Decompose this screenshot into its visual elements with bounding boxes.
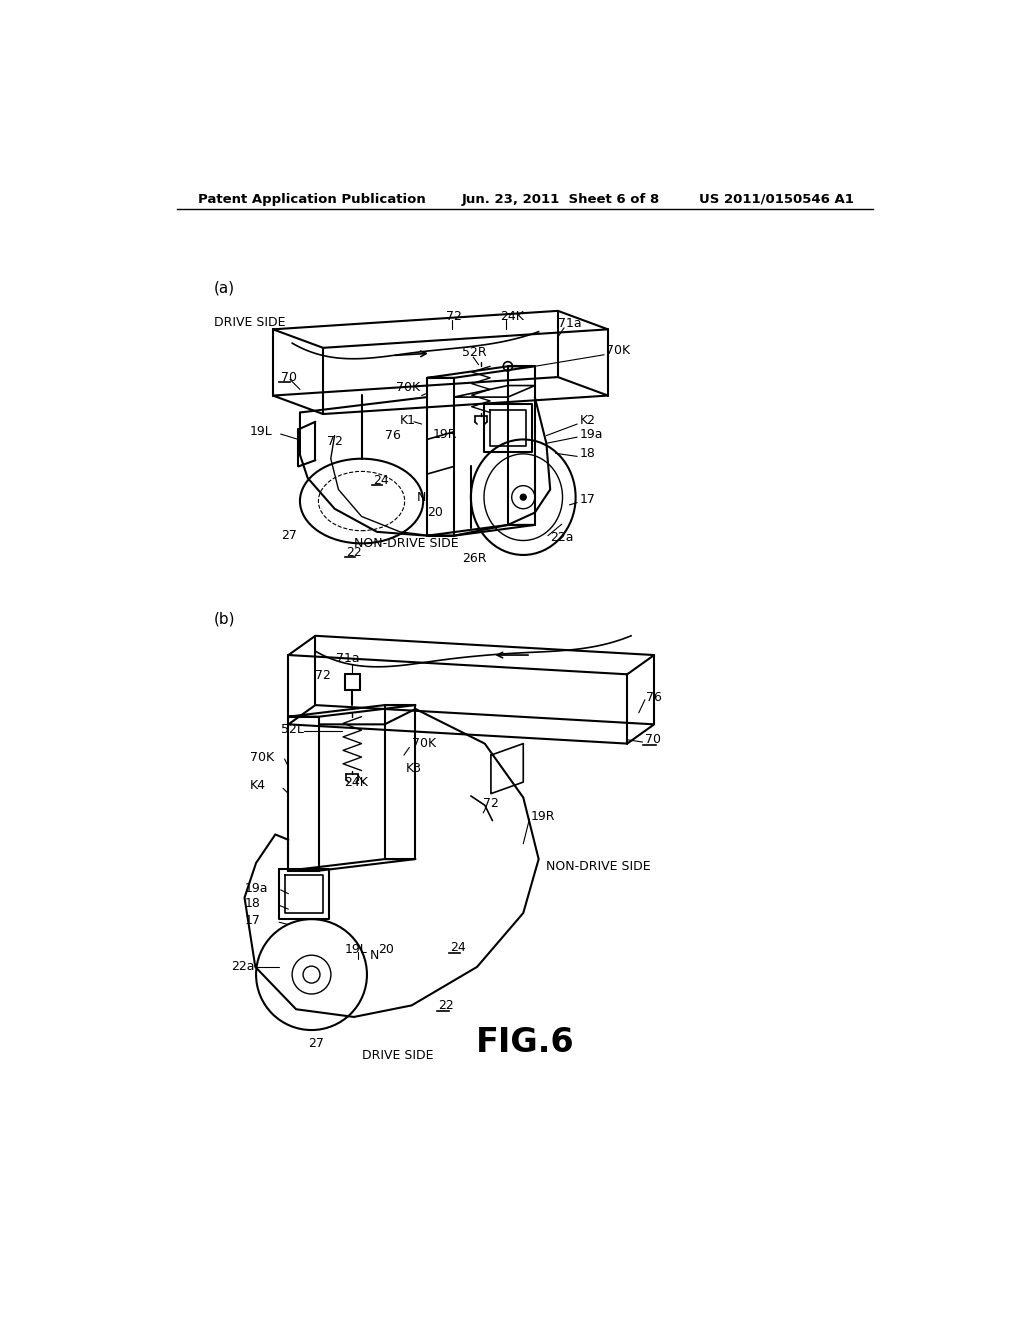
Text: K1: K1 xyxy=(400,413,416,426)
Text: 52L: 52L xyxy=(281,723,303,737)
Text: 27: 27 xyxy=(307,1038,324,1051)
Ellipse shape xyxy=(520,494,526,500)
Text: 76: 76 xyxy=(385,429,400,442)
Text: NON-DRIVE SIDE: NON-DRIVE SIDE xyxy=(354,537,459,550)
Text: 19R: 19R xyxy=(531,810,555,824)
Text: DRIVE SIDE: DRIVE SIDE xyxy=(214,315,286,329)
Text: 22a: 22a xyxy=(550,531,573,544)
Text: 72: 72 xyxy=(446,310,462,323)
Text: 72: 72 xyxy=(327,436,343,449)
Text: DRIVE SIDE: DRIVE SIDE xyxy=(361,1049,433,1063)
Text: 17: 17 xyxy=(580,492,595,506)
Text: 70: 70 xyxy=(281,371,297,384)
Text: 70K: 70K xyxy=(606,345,631,358)
Text: K4: K4 xyxy=(250,779,266,792)
Text: 18: 18 xyxy=(245,898,260,911)
Text: 26R: 26R xyxy=(462,552,486,565)
Text: NON-DRIVE SIDE: NON-DRIVE SIDE xyxy=(547,861,651,874)
Text: 70K: 70K xyxy=(250,751,274,764)
Text: 22: 22 xyxy=(346,546,361,560)
Text: N: N xyxy=(417,491,426,504)
Text: Jun. 23, 2011  Sheet 6 of 8: Jun. 23, 2011 Sheet 6 of 8 xyxy=(462,193,659,206)
Text: 17: 17 xyxy=(245,915,260,927)
Text: 52R: 52R xyxy=(462,346,486,359)
Text: 19a: 19a xyxy=(245,882,268,895)
Text: 27: 27 xyxy=(281,529,297,543)
Text: K2: K2 xyxy=(580,413,596,426)
Text: (a): (a) xyxy=(214,280,234,296)
Text: 22: 22 xyxy=(438,999,455,1012)
Text: 76: 76 xyxy=(646,690,663,704)
Text: 72: 72 xyxy=(483,797,499,810)
Text: 71a: 71a xyxy=(336,652,359,665)
Text: 24K: 24K xyxy=(345,776,369,788)
Text: 18: 18 xyxy=(580,446,595,459)
Text: (b): (b) xyxy=(214,611,236,627)
Text: Patent Application Publication: Patent Application Publication xyxy=(199,193,426,206)
Text: 19L: 19L xyxy=(345,944,368,957)
Text: 22a: 22a xyxy=(230,961,254,973)
Text: 24: 24 xyxy=(373,474,389,487)
Text: 70: 70 xyxy=(645,733,660,746)
Text: K3: K3 xyxy=(407,762,422,775)
Text: 70K: 70K xyxy=(412,737,436,750)
Text: 70K: 70K xyxy=(396,381,420,395)
Text: 19L: 19L xyxy=(250,425,272,438)
Text: 19R: 19R xyxy=(432,428,457,441)
Text: 71a: 71a xyxy=(558,317,582,330)
Text: 72: 72 xyxy=(315,669,331,682)
Text: 19a: 19a xyxy=(580,428,603,441)
Text: 20: 20 xyxy=(379,944,394,957)
Text: 24: 24 xyxy=(451,941,466,954)
Text: 20: 20 xyxy=(427,506,443,519)
Text: FIG.6: FIG.6 xyxy=(475,1026,574,1059)
Text: 24K: 24K xyxy=(500,310,524,323)
Text: US 2011/0150546 A1: US 2011/0150546 A1 xyxy=(699,193,854,206)
Text: N: N xyxy=(370,949,379,962)
